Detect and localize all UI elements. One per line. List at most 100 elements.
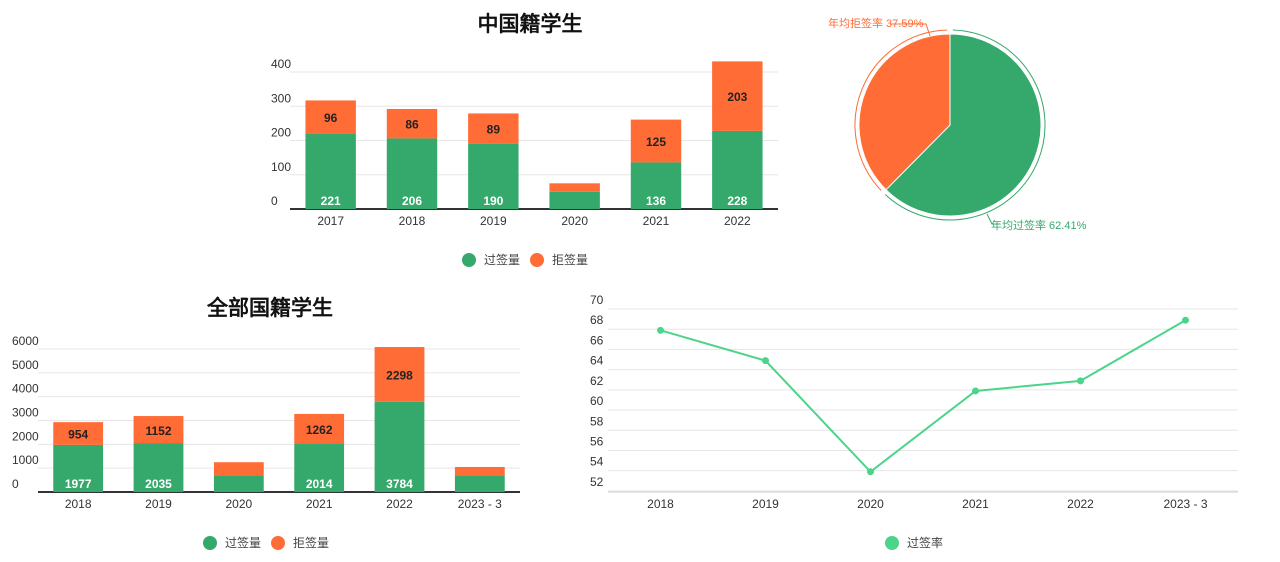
y-tick-label: 3000 [12,406,39,420]
data-label-reject: 1262 [306,423,333,437]
bar-reject [305,100,356,134]
legend-label-pass[interactable]: 过签量 [225,536,262,550]
leader-line-reject [890,23,931,37]
data-point [657,326,664,334]
x-tick-label: 2017 [317,214,344,228]
data-point [1182,316,1189,324]
y-tick-label: 4000 [12,382,39,396]
bar-reject [133,416,184,444]
y-tick-label: 1000 [12,453,39,467]
data-label-reject: 89 [487,123,501,137]
bar-pass [468,143,519,209]
bar-pass [294,443,345,492]
bar-reject [294,413,345,444]
bar-pass [305,133,356,209]
y-tick-label: 66 [590,333,604,347]
y-tick-label: 5000 [12,358,39,372]
x-tick-label: 2020 [561,214,588,228]
data-label-reject: 96 [324,111,338,125]
y-tick-label: 64 [590,354,604,368]
data-label-reject: 954 [68,428,88,442]
data-label-pass: 2035 [145,477,172,491]
x-tick-label: 2018 [65,497,92,511]
x-tick-label: 2019 [480,214,507,228]
bar-pass [53,444,104,492]
x-tick-label: 2022 [386,497,413,511]
y-tick-label: 68 [590,313,604,327]
y-tick-label: 54 [590,455,604,469]
data-label-pass: 2014 [306,477,333,491]
legend-label-pass[interactable]: 过签量 [484,253,521,267]
bar-reject [386,108,438,139]
data-point [867,468,874,476]
y-tick-label: 58 [590,414,604,428]
y-tick-label: 0 [12,477,19,491]
y-tick-label: 70 [590,293,604,307]
bar-reject [549,183,600,192]
x-tick-label: 2023 - 3 [1163,497,1207,511]
all-bar-title: 全部国籍学生 [207,297,333,320]
legend-label-reject[interactable]: 拒签量 [293,536,330,550]
china-bar-legend: 过签量 拒签量 [462,251,598,268]
y-tick-label: 60 [590,394,604,408]
bar-reject [53,422,104,445]
data-label-pass: 1977 [65,477,92,491]
bar-pass [712,130,763,209]
bar-reject [213,462,264,476]
data-label-pass: 3784 [386,477,413,491]
data-label-pass: 190 [483,194,503,208]
data-label-pass: 206 [402,194,422,208]
bar-pass [213,475,264,492]
y-tick-label: 200 [271,126,291,140]
pie-slice-reject [858,33,951,191]
data-label-reject: 86 [405,118,419,132]
legend-swatch-rate [885,535,899,550]
bar-pass [374,401,425,492]
y-tick-label: 6000 [12,334,39,348]
y-tick-label: 2000 [12,429,39,443]
x-tick-label: 2018 [399,214,426,228]
x-tick-label: 2021 [962,497,989,511]
y-tick-label: 52 [590,475,604,489]
x-tick-label: 2021 [643,214,670,228]
bar-reject [630,119,682,163]
bar-reject [712,61,763,131]
y-tick-label: 400 [271,57,291,71]
x-tick-label: 2021 [306,497,333,511]
bar-reject [374,347,425,402]
y-tick-label: 100 [271,160,291,174]
bar-reject [454,466,505,476]
pie-bracket [854,29,948,191]
x-tick-label: 2023 - 3 [458,497,502,511]
legend-swatch-pass [462,252,476,267]
pie-label-reject: 年均拒签率 37.59% [828,16,924,30]
rate-line-legend: 过签率 [885,534,953,551]
x-tick-label: 2018 [647,497,674,511]
legend-label-rate[interactable]: 过签率 [907,536,944,550]
x-tick-label: 2019 [145,497,172,511]
data-label-pass: 228 [727,194,747,208]
bar-pass [386,138,438,209]
legend-label-reject[interactable]: 拒签量 [552,253,589,267]
y-tick-label: 0 [271,194,278,208]
bar-reject [468,113,519,144]
x-tick-label: 2020 [857,497,884,511]
bar-pass [454,475,505,492]
x-tick-label: 2022 [1067,497,1094,511]
bar-pass [549,191,600,209]
y-tick-label: 62 [590,374,604,388]
pie-bracket [884,29,1046,221]
x-tick-label: 2022 [724,214,751,228]
data-label-reject: 203 [727,90,747,104]
all-bar-legend: 过签量 拒签量 [203,534,339,551]
legend-swatch-reject [530,252,545,267]
data-label-reject: 1152 [145,424,171,438]
legend-swatch-reject [271,535,286,550]
data-label-reject: 2298 [386,368,413,382]
data-point [972,387,979,395]
series-line [660,319,1187,474]
